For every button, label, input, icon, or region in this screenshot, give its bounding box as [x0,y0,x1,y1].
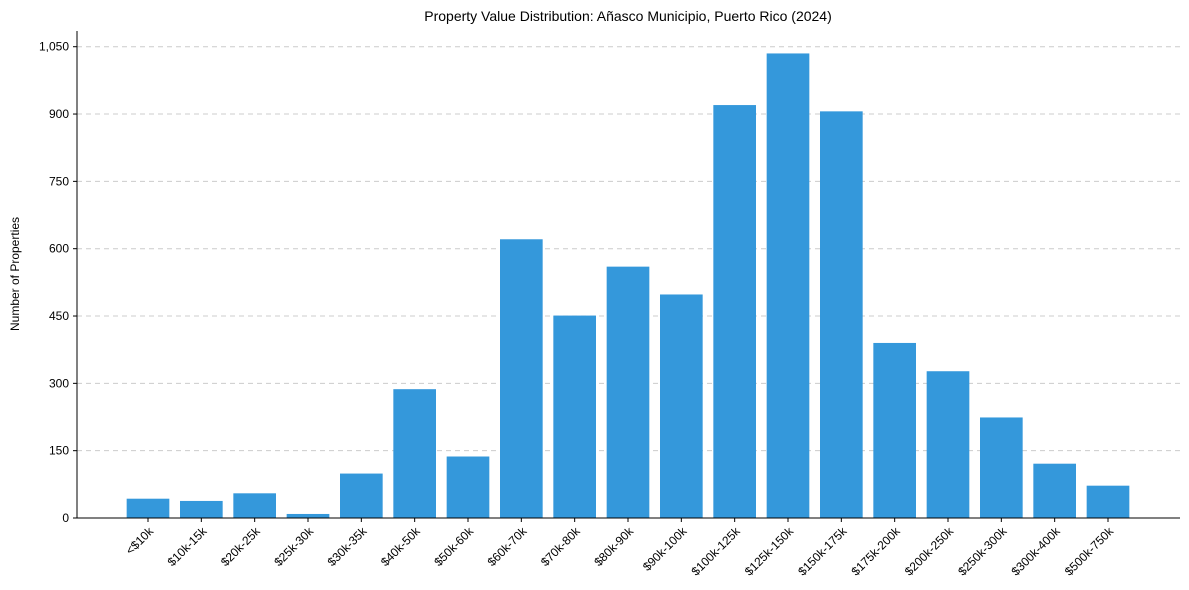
x-tick-label: $30k-35k [325,524,371,570]
y-tick-label: 900 [49,107,69,121]
bar [126,498,170,518]
x-tick-label: $500k-750k [1062,524,1117,579]
y-tick-label: 450 [49,309,69,323]
x-tick-label: $175k-200k [849,524,904,579]
y-tick-label: 150 [49,444,69,458]
bar [233,493,276,518]
bar [660,294,703,518]
bar [713,105,756,518]
x-tick-label: <$10k [123,524,157,558]
y-tick-label: 750 [49,174,69,188]
x-tick-label: $250k-300k [955,524,1010,579]
y-axis-label: Number of Properties [8,217,22,331]
x-tick-label: $70k-80k [538,524,584,570]
x-tick-label: $10k-15k [165,524,211,570]
y-tick-label: 0 [62,511,69,525]
bar [980,417,1023,518]
bars [126,53,1130,519]
x-tick-label: $100k-125k [689,524,744,579]
bar [1033,463,1076,518]
chart-title: Property Value Distribution: Añasco Muni… [424,8,832,24]
x-tick-label: $90k-100k [640,524,690,574]
bar [1086,485,1130,518]
x-tick-label: $300k-400k [1009,524,1064,579]
bar [606,266,650,518]
x-tick-label: $20k-25k [218,524,264,570]
bar [766,53,810,519]
y-ticks: 0 150 300 450 600 750 900 1,050 [39,40,77,525]
x-ticks: <$10k $10k-15k $20k-25k $25k-30k $30k-35k $40… [123,518,1117,578]
bar [873,342,916,518]
y-tick-label: 1,050 [39,40,69,54]
bar [446,456,490,518]
x-tick-label: $150k-175k [795,524,850,579]
bar [286,513,330,518]
x-tick-label: $125k-150k [742,524,797,579]
bar [393,389,436,518]
x-tick-label: $50k-60k [431,524,477,570]
bar [926,371,970,518]
x-tick-label: $80k-90k [591,524,637,570]
x-tick-label: $40k-50k [378,524,424,570]
bar [553,315,596,518]
x-tick-label: $25k-30k [271,524,317,570]
y-tick-label: 300 [49,376,69,390]
bar [340,473,383,518]
x-tick-label: $200k-250k [902,524,957,579]
bar [500,239,543,518]
y-tick-label: 600 [49,242,69,256]
bar [180,500,223,518]
x-tick-label: $60k-70k [485,524,531,570]
bar [820,111,863,518]
